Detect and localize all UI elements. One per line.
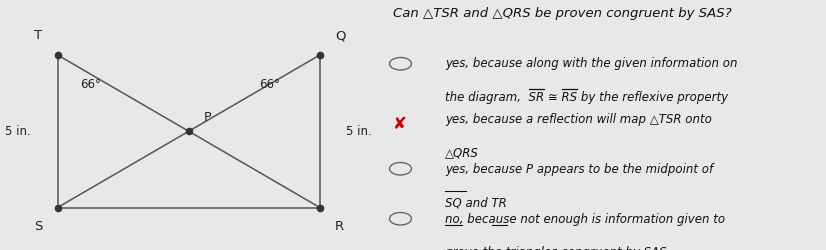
Point <box>183 129 196 133</box>
Text: 5 in.: 5 in. <box>5 125 31 138</box>
Text: SQ and TR: SQ and TR <box>445 196 507 209</box>
Text: R: R <box>335 220 344 233</box>
Point <box>51 206 64 210</box>
Text: T: T <box>35 30 42 43</box>
Text: yes: yes <box>445 162 466 175</box>
Text: SQ: SQ <box>445 196 462 209</box>
Text: TR: TR <box>491 196 507 209</box>
Text: yes, because P appears to be the midpoint of: yes, because P appears to be the midpoin… <box>445 162 714 175</box>
Text: the diagram,  SR ≅ RS by the reflexive property: the diagram, SR ≅ RS by the reflexive pr… <box>445 91 729 104</box>
Text: no, because not enough is information given to: no, because not enough is information gi… <box>445 212 725 226</box>
Text: ✘: ✘ <box>392 115 406 133</box>
Point <box>313 53 326 57</box>
Text: P: P <box>204 111 211 124</box>
Point <box>51 53 64 57</box>
Text: 66°: 66° <box>80 78 102 90</box>
Text: yes, because a reflection will map △TSR onto: yes, because a reflection will map △TSR … <box>445 112 712 126</box>
Text: the diagram,: the diagram, <box>445 91 529 104</box>
Text: Q: Q <box>335 30 345 43</box>
Text: 5 in.: 5 in. <box>346 125 373 138</box>
Text: yes, because along with the given information on: yes, because along with the given inform… <box>445 58 738 70</box>
Text: △QRS: △QRS <box>445 146 479 159</box>
Text: prove the triangles congruent by SAS: prove the triangles congruent by SAS <box>445 246 667 250</box>
Text: RS: RS <box>562 91 577 104</box>
Text: 66°: 66° <box>259 78 280 90</box>
Text: SR: SR <box>529 91 544 104</box>
Text: Can △TSR and △QRS be proven congruent by SAS?: Can △TSR and △QRS be proven congruent by… <box>392 8 731 20</box>
Point <box>313 206 326 210</box>
Text: SQ and: SQ and <box>445 196 491 209</box>
Text: the diagram,  SR ≅: the diagram, SR ≅ <box>445 91 562 104</box>
Text: S: S <box>34 220 42 233</box>
